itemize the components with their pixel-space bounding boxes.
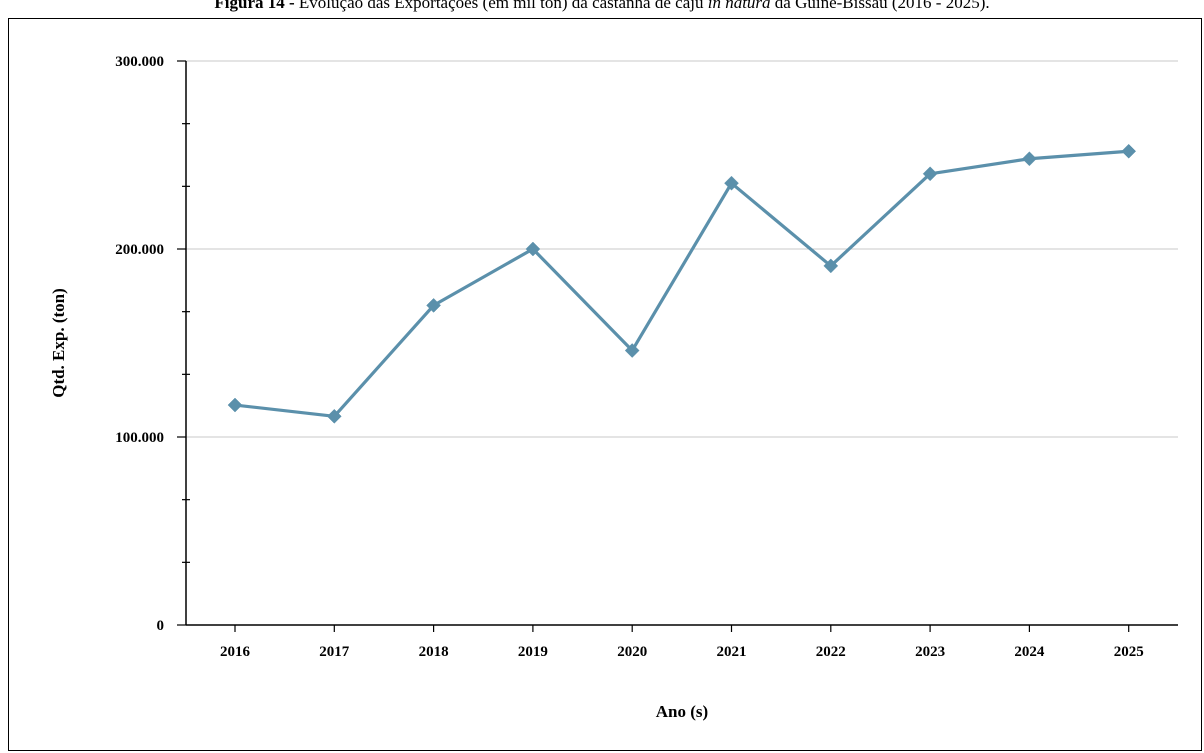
y-tick-label-2: 200.000 <box>115 242 164 258</box>
y-tick-label-3: 300.000 <box>115 54 164 70</box>
x-tick-label-0: 2016 <box>220 644 251 660</box>
x-tick-label-6: 2022 <box>816 644 846 660</box>
x-tick-label-1: 2017 <box>319 644 350 660</box>
data-point-2022 <box>823 258 839 274</box>
x-tick-label-3: 2019 <box>518 644 548 660</box>
x-tick-label-4: 2020 <box>617 644 647 660</box>
data-point-2016 <box>227 397 243 413</box>
x-axis-title: Ano (s) <box>656 702 708 721</box>
chart-frame <box>8 18 1202 751</box>
grid-lines <box>186 60 1178 438</box>
y-tick-label-0: 0 <box>157 618 165 634</box>
tick-labels: 0 100.000 200.000 300.000 2016 2017 2018 2019 20… <box>115 54 1143 660</box>
data-point-2018 <box>426 298 441 313</box>
data-point-2019 <box>525 241 541 257</box>
figure-title-text-1: Evolução das Exportações (em mil ton) da… <box>294 0 708 12</box>
x-tick-label-9: 2025 <box>1114 644 1144 660</box>
data-point-2024 <box>1022 151 1037 167</box>
data-point-2017 <box>326 408 342 424</box>
figure-title-italic: in natura <box>707 0 771 12</box>
figure-title-text-2: da Guiné-Bissau (2016 - 2025). <box>770 0 990 12</box>
data-point-2025 <box>1121 143 1137 159</box>
data-point-2021 <box>724 175 739 191</box>
figure-title-label: Figura 14 - <box>214 0 295 12</box>
y-axis-title: Qtd. Exp. (ton) <box>49 288 68 398</box>
data-point-2023 <box>922 166 938 182</box>
series <box>227 143 1137 424</box>
data-point-2020 <box>624 343 640 358</box>
x-tick-label-8: 2024 <box>1014 644 1045 660</box>
axes <box>177 60 1178 632</box>
x-tick-label-7: 2023 <box>915 644 945 660</box>
series-line-0 <box>234 149 1129 418</box>
x-tick-label-2: 2018 <box>419 644 449 660</box>
y-tick-label-1: 100.000 <box>115 430 164 446</box>
figure-title: Figura 14 - Evolução das Exportações (em… <box>0 0 1204 12</box>
x-tick-label-5: 2021 <box>717 644 747 660</box>
